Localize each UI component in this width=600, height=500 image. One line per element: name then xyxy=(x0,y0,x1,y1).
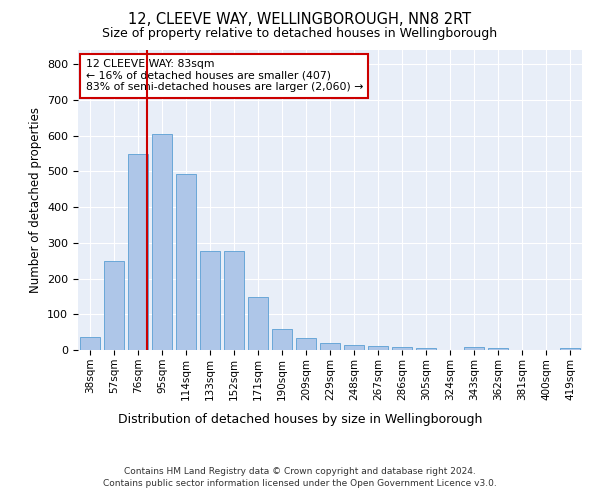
Bar xyxy=(248,297,268,350)
Text: Distribution of detached houses by size in Wellingborough: Distribution of detached houses by size … xyxy=(118,412,482,426)
Bar xyxy=(488,348,508,350)
Text: Contains public sector information licensed under the Open Government Licence v3: Contains public sector information licen… xyxy=(103,479,497,488)
Bar xyxy=(560,348,580,350)
Text: 12, CLEEVE WAY, WELLINGBOROUGH, NN8 2RT: 12, CLEEVE WAY, WELLINGBOROUGH, NN8 2RT xyxy=(128,12,472,28)
Bar xyxy=(344,344,364,350)
Bar xyxy=(224,250,244,350)
Bar xyxy=(368,346,388,350)
Bar xyxy=(296,338,316,350)
Bar xyxy=(152,134,172,350)
Text: 12 CLEEVE WAY: 83sqm
← 16% of detached houses are smaller (407)
83% of semi-deta: 12 CLEEVE WAY: 83sqm ← 16% of detached h… xyxy=(86,59,363,92)
Bar xyxy=(320,343,340,350)
Bar xyxy=(176,174,196,350)
Bar xyxy=(464,347,484,350)
Y-axis label: Number of detached properties: Number of detached properties xyxy=(29,107,41,293)
Text: Size of property relative to detached houses in Wellingborough: Size of property relative to detached ho… xyxy=(103,28,497,40)
Bar xyxy=(272,328,292,350)
Bar xyxy=(128,154,148,350)
Bar xyxy=(104,262,124,350)
Bar xyxy=(200,250,220,350)
Bar xyxy=(416,348,436,350)
Text: Contains HM Land Registry data © Crown copyright and database right 2024.: Contains HM Land Registry data © Crown c… xyxy=(124,468,476,476)
Bar xyxy=(80,337,100,350)
Bar xyxy=(392,347,412,350)
